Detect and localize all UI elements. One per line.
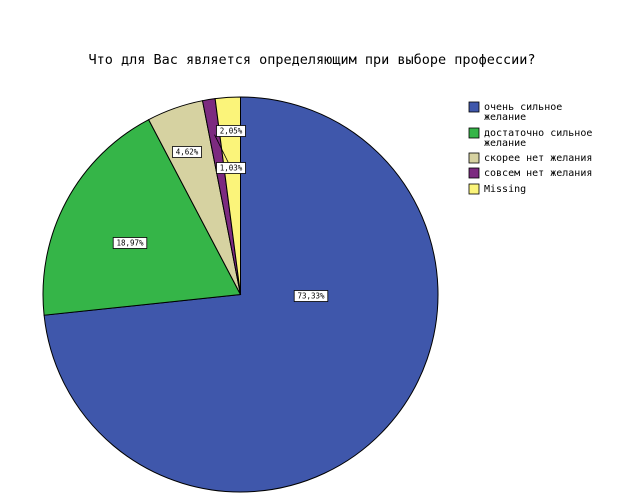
slice-label-очень-сильное-желание: 73,33%	[297, 292, 325, 301]
legend-label-скорее-нет-желания: скорее нет желания	[484, 153, 592, 164]
legend-label-missing: Missing	[484, 184, 526, 195]
legend-swatch-достаточно-сильное-желание	[468, 127, 480, 139]
legend-swatch-совсем-нет-желания	[468, 167, 480, 179]
legend-label-совсем-нет-желания: совсем нет желания	[484, 168, 592, 179]
pie-slice-достаточно-сильное-желание	[42, 118, 242, 316]
slice-label-достаточно-сильное-желание: 18,97%	[116, 239, 144, 248]
legend-swatch-очень-сильное-желание	[468, 101, 480, 113]
slice-label-box-скорее-нет-желания	[172, 146, 202, 158]
legend-label-очень-сильное-желание: очень сильное	[484, 102, 562, 113]
slice-label-box-missing	[216, 125, 246, 137]
slice-label-box-совсем-нет-желания	[216, 162, 246, 174]
legend-swatch-скорее-нет-желания	[468, 152, 480, 164]
slice-label-box-очень-сильное-желание	[293, 290, 329, 302]
slice-label-box-достаточно-сильное-желание	[112, 237, 148, 249]
pie-slice-missing	[214, 96, 241, 295]
slice-label-missing: 2,05%	[220, 127, 243, 136]
slice-label-совсем-нет-желания: 1,03%	[220, 164, 243, 173]
legend-label-достаточно-сильное-желание-line2: желание	[484, 138, 526, 149]
legend-label-очень-сильное-желание-line2: желание	[484, 112, 526, 123]
slice-labels: 73,33% 18,97% 4,62% 1,03% 2,05%	[112, 125, 329, 302]
pie-slices	[42, 96, 439, 493]
slice-label-скорее-нет-желания: 4,62%	[176, 148, 199, 157]
legend-label-достаточно-сильное-желание: достаточно сильное	[484, 128, 592, 139]
legend-swatch-missing	[468, 183, 480, 195]
chart-title: Что для Вас является определяющим при вы…	[88, 52, 535, 68]
